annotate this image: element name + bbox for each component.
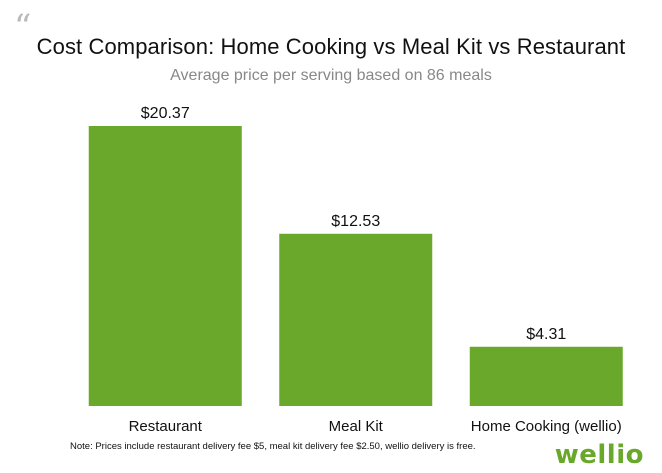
bar-restaurant — [88, 126, 242, 406]
quote-mark-icon: “ — [14, 7, 32, 47]
bar-value-label: $20.37 — [141, 105, 190, 122]
chart-subtitle: Average price per serving based on 86 me… — [170, 67, 492, 84]
brand-logo: wellio — [554, 440, 644, 470]
chart-note: Note: Prices include restaurant delivery… — [70, 441, 476, 452]
category-label: Restaurant — [129, 418, 203, 435]
chart-title: Cost Comparison: Home Cooking vs Meal Ki… — [36, 34, 626, 59]
bar-meal-kit — [279, 233, 433, 406]
bar-value-label: $4.31 — [526, 326, 566, 343]
category-label: Home Cooking (wellio) — [471, 418, 622, 435]
bar-home-cooking-wellio — [469, 346, 623, 406]
bar-value-label: $12.53 — [331, 213, 380, 230]
category-label: Meal Kit — [329, 418, 384, 435]
